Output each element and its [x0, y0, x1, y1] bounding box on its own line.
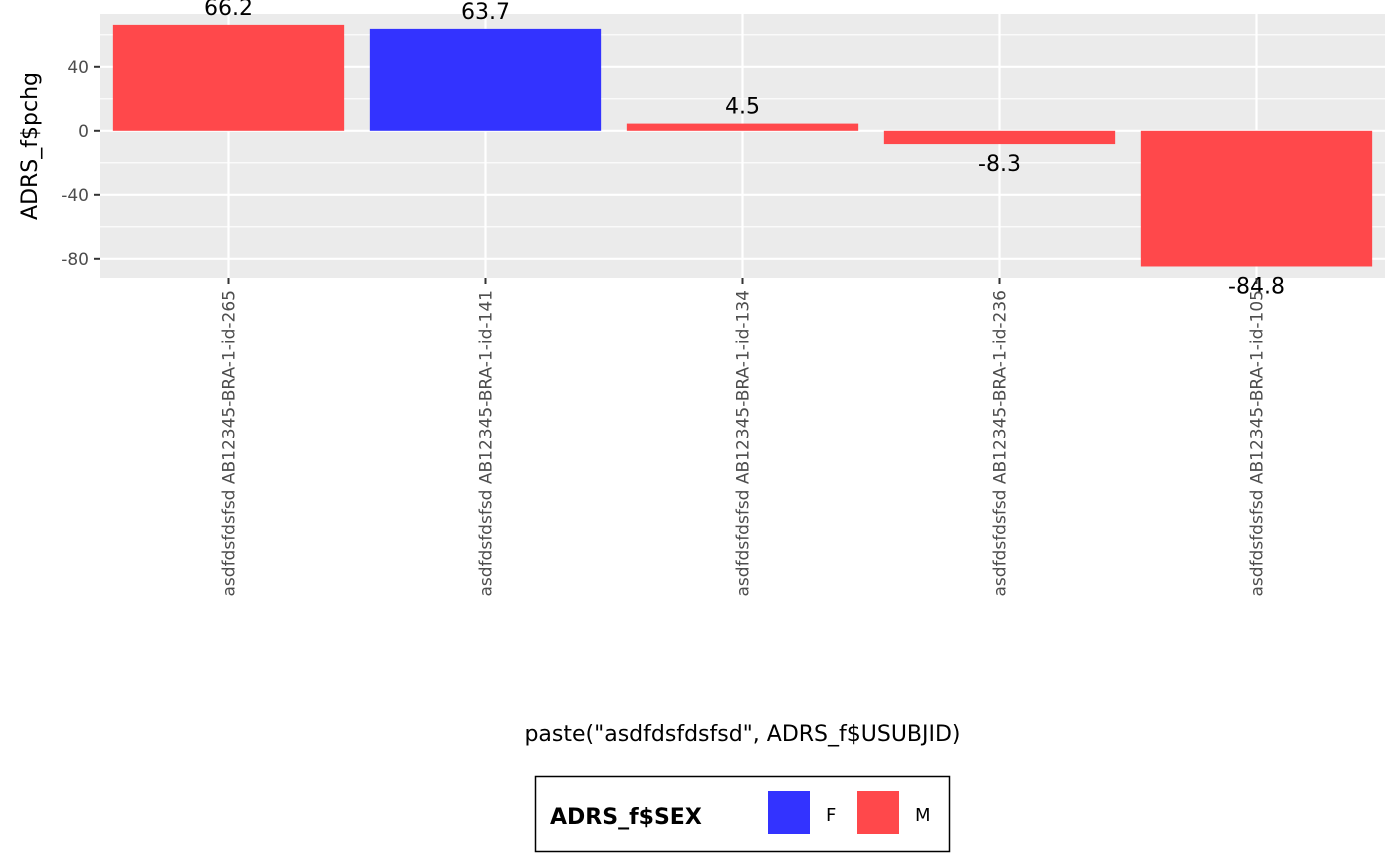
bar [369, 28, 602, 131]
x-tick-label: asdfdsfdsfsd AB12345-BRA-1-id-236 [991, 290, 1011, 597]
y-tick-label: 40 [67, 58, 89, 78]
x-axis-title: paste("asdfdsfdsfsd", ADRS_f$USUBJID) [524, 722, 960, 747]
x-axis: asdfdsfdsfsd AB12345-BRA-1-id-265 asdfdsf… [220, 278, 1268, 597]
y-tick-label: -40 [61, 186, 89, 206]
y-axis: 40 0 -40 -80 [61, 58, 100, 270]
x-tick-label: asdfdsfdsfsd AB12345-BRA-1-id-265 [220, 290, 240, 597]
legend-key [857, 791, 899, 834]
bar-value-label: 4.5 [725, 95, 760, 120]
legend-title: ADRS_f$SEX [550, 805, 702, 830]
legend-label: F [826, 805, 836, 826]
bar-value-label: -8.3 [978, 152, 1021, 177]
bar-value-label: 66.2 [204, 0, 253, 21]
y-tick-label: 0 [78, 122, 89, 142]
y-tick-label: -80 [61, 250, 89, 270]
x-tick-label: asdfdsfdsfsd AB12345-BRA-1-id-105 [1248, 290, 1268, 597]
x-tick-label: asdfdsfdsfsd AB12345-BRA-1-id-134 [734, 290, 754, 597]
x-tick-label: asdfdsfdsfsd AB12345-BRA-1-id-141 [477, 290, 497, 597]
bar [1140, 130, 1373, 267]
bar [112, 24, 345, 131]
bar [626, 123, 859, 131]
legend-key [768, 791, 810, 834]
bar-value-label: 63.7 [461, 0, 510, 25]
bar [883, 130, 1116, 145]
y-axis-title: ADRS_f$pchg [18, 72, 43, 220]
legend-label: M [915, 805, 931, 826]
bars [112, 24, 1373, 267]
